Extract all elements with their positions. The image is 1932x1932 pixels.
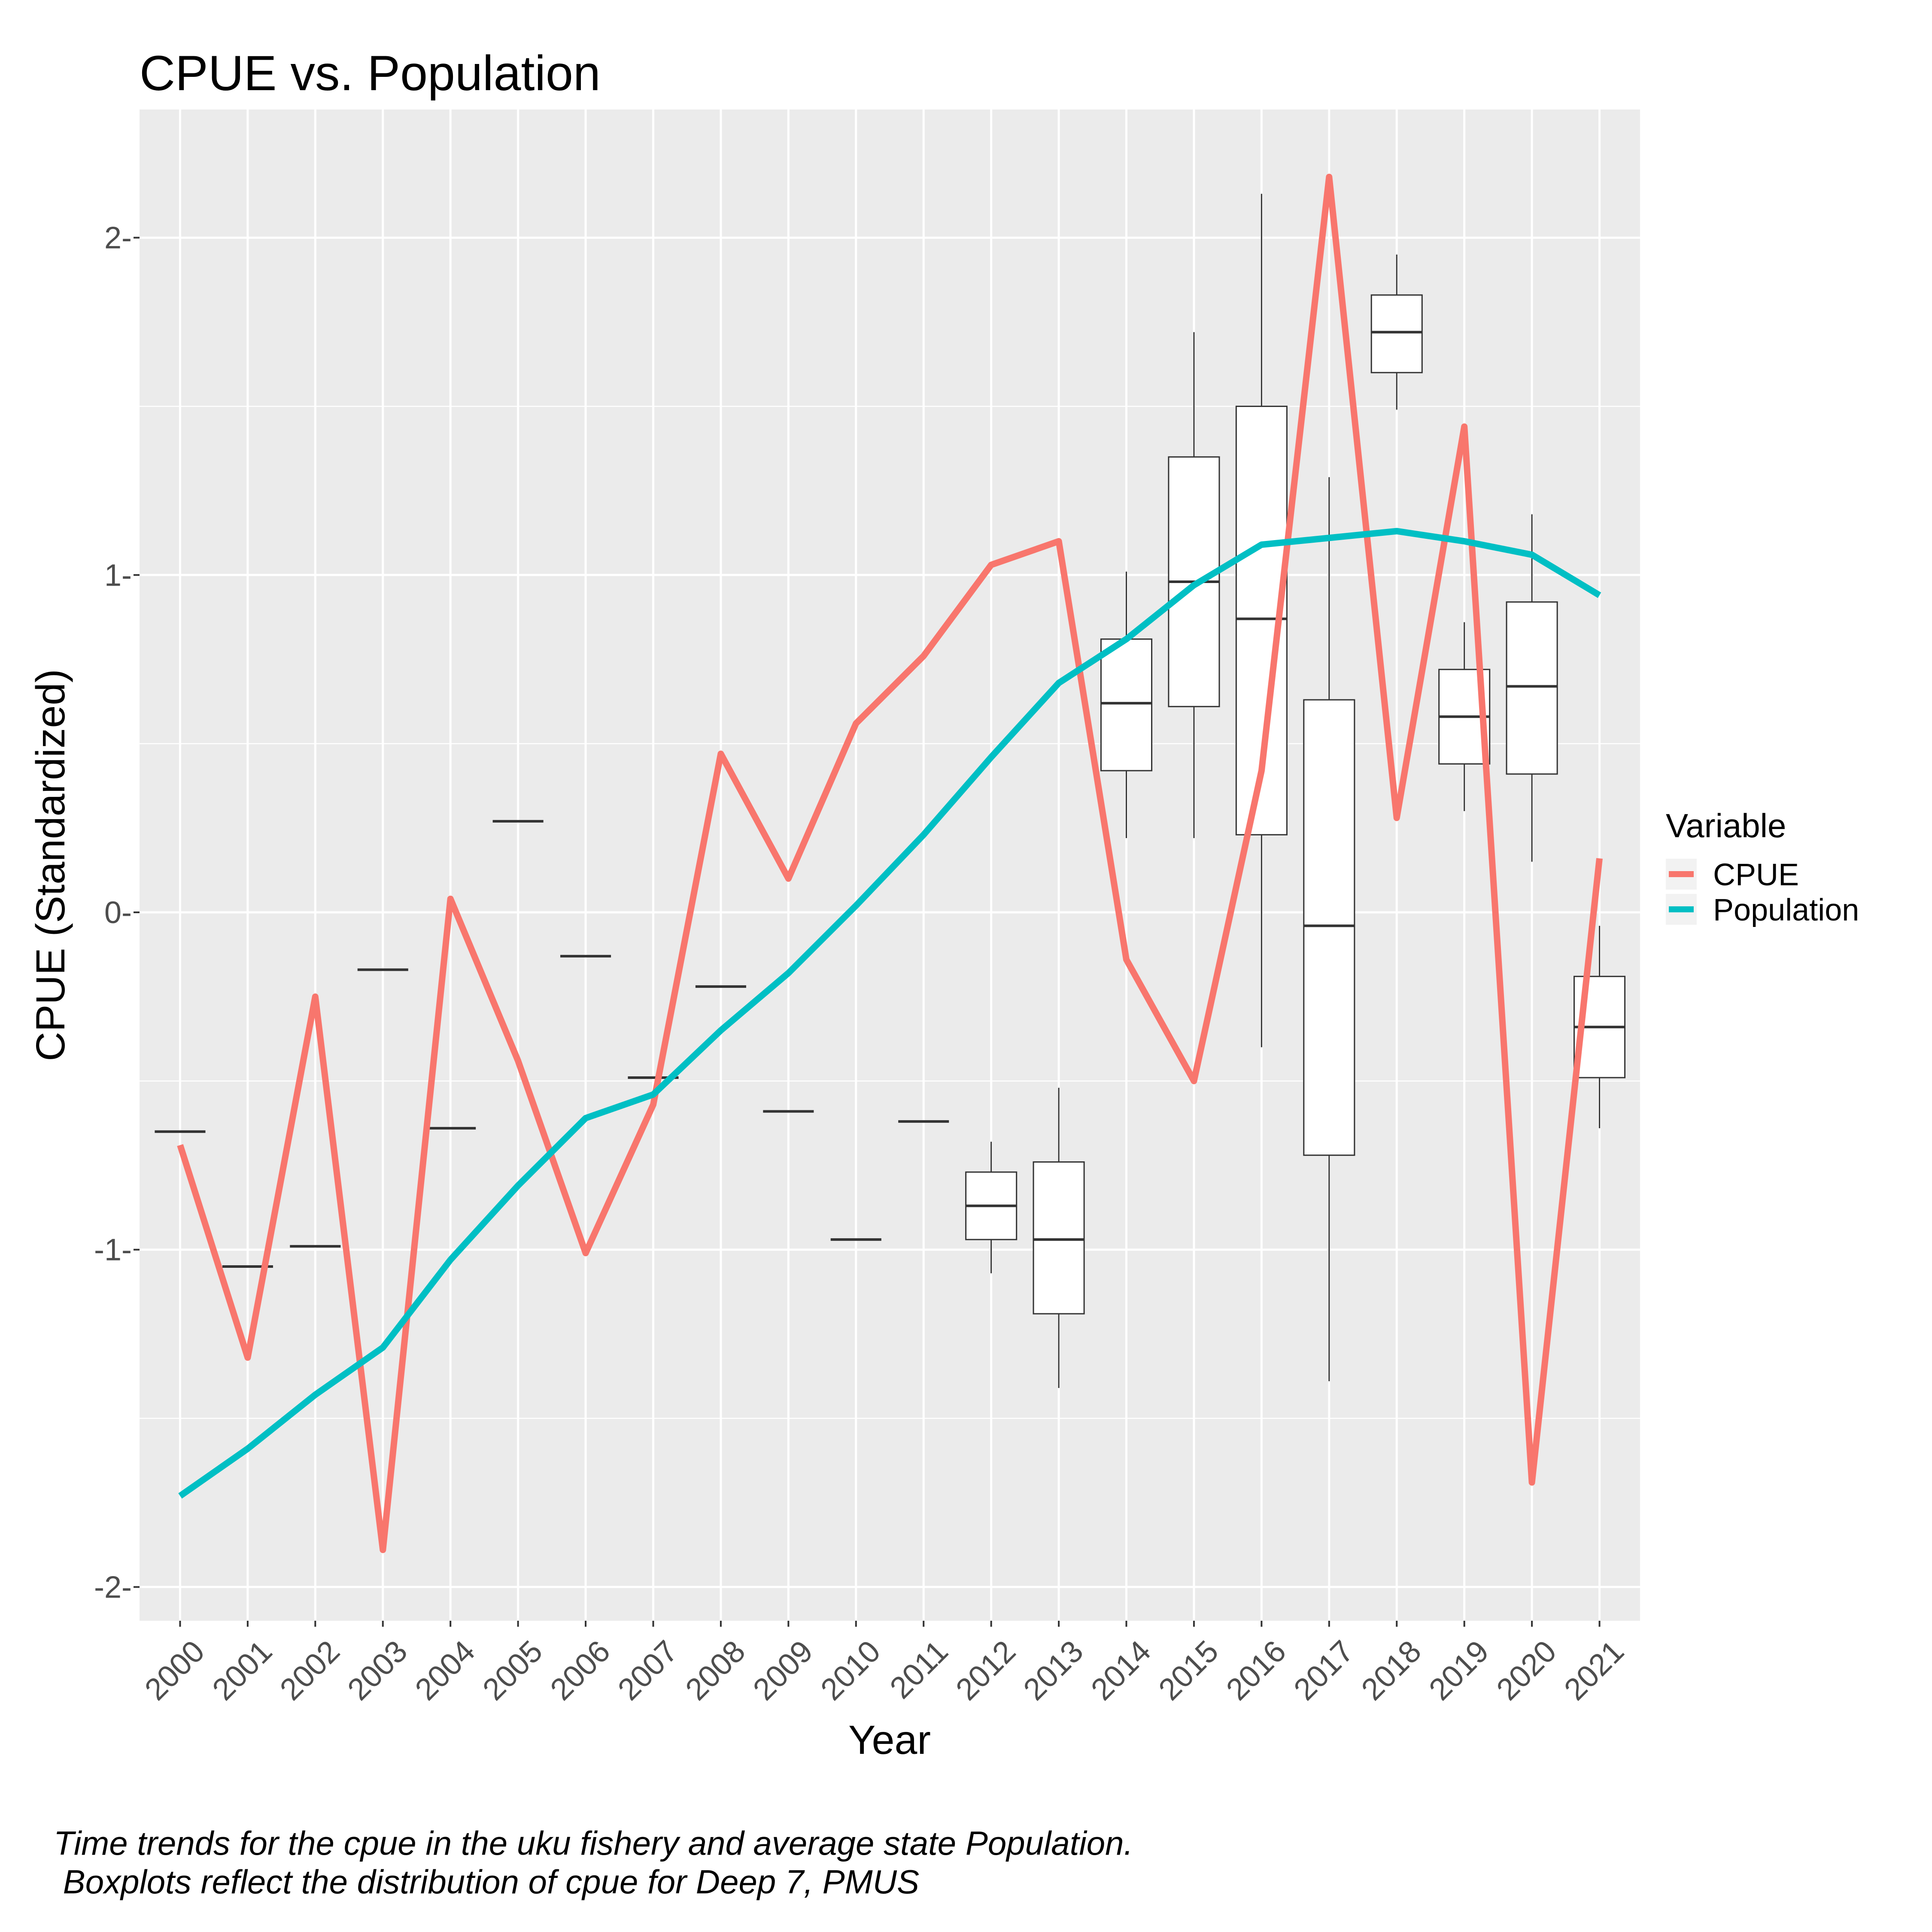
boxplot-2013 xyxy=(1033,1088,1085,1388)
x-tick-label: 2014 xyxy=(1084,1634,1157,1707)
legend-title: Variable xyxy=(1666,807,1786,844)
x-tick-label: 2021 xyxy=(1558,1634,1631,1707)
boxplot-2018 xyxy=(1370,254,1423,410)
boxplot-2017 xyxy=(1303,477,1355,1382)
boxplot-2012 xyxy=(965,1142,1018,1273)
x-tick-label: 2011 xyxy=(884,1634,955,1705)
box-body xyxy=(1303,699,1355,1156)
x-tick-label: 2017 xyxy=(1288,1634,1361,1707)
legend-item-population: Population xyxy=(1666,893,1859,927)
y-tick-label: -1- xyxy=(94,1233,132,1267)
x-tick-label: 2009 xyxy=(747,1634,820,1707)
series-lines xyxy=(177,173,1603,1553)
box-body xyxy=(1100,638,1153,772)
x-tick-label: 2019 xyxy=(1422,1634,1495,1707)
caption-line-1: Time trends for the cpue in the uku fish… xyxy=(54,1824,1133,1862)
x-tick-label: 2020 xyxy=(1490,1634,1563,1707)
x-tick-label: 2016 xyxy=(1220,1634,1293,1707)
x-tick-label: 2005 xyxy=(476,1634,549,1707)
boxplot-2014 xyxy=(1100,571,1153,838)
y-tick-label: 1- xyxy=(104,558,132,592)
x-tick-label: 2007 xyxy=(611,1634,684,1707)
x-tick-label: 2015 xyxy=(1152,1634,1225,1707)
x-tick-label: 2000 xyxy=(138,1634,211,1707)
y-tick-label: -2- xyxy=(94,1570,132,1604)
box-body xyxy=(1506,601,1558,775)
x-tick-label: 2013 xyxy=(1017,1634,1090,1707)
x-axis: 2000200120022003200420052006200720082009… xyxy=(138,1621,1631,1707)
box-body xyxy=(1033,1161,1085,1315)
grid-major xyxy=(140,109,1640,1621)
x-axis-title: Year xyxy=(848,1717,931,1763)
y-axis-title: CPUE (Standardized) xyxy=(28,669,73,1061)
series-line-population xyxy=(178,528,1601,1499)
chart-title: CPUE vs. Population xyxy=(140,46,601,101)
x-tick-label: 2003 xyxy=(341,1634,414,1707)
x-tick-label: 2004 xyxy=(409,1634,482,1707)
y-tick-label: 0- xyxy=(104,896,132,930)
x-tick-label: 2008 xyxy=(679,1634,752,1707)
boxplot-2020 xyxy=(1506,514,1558,862)
x-tick-label: 2010 xyxy=(814,1634,887,1707)
series-line-cpue xyxy=(177,173,1603,1553)
legend-label-population: Population xyxy=(1713,893,1859,927)
x-tick-label: 2012 xyxy=(949,1634,1022,1707)
legend-item-cpue: CPUE xyxy=(1666,858,1799,892)
x-tick-label: 2002 xyxy=(273,1634,346,1707)
x-tick-label: 2006 xyxy=(544,1634,617,1707)
x-tick-label: 2001 xyxy=(206,1634,279,1707)
x-tick-label: 2018 xyxy=(1355,1634,1428,1707)
caption-line-2: Boxplots reflect the distribution of cpu… xyxy=(54,1863,919,1901)
box-body xyxy=(1370,294,1423,374)
legend: Variable CPUE Population xyxy=(1666,807,1859,927)
y-tick-label: 2- xyxy=(104,221,132,255)
y-axis: -2- -1- 0- 1- 2- xyxy=(94,221,140,1604)
legend-label-cpue: CPUE xyxy=(1713,858,1799,892)
